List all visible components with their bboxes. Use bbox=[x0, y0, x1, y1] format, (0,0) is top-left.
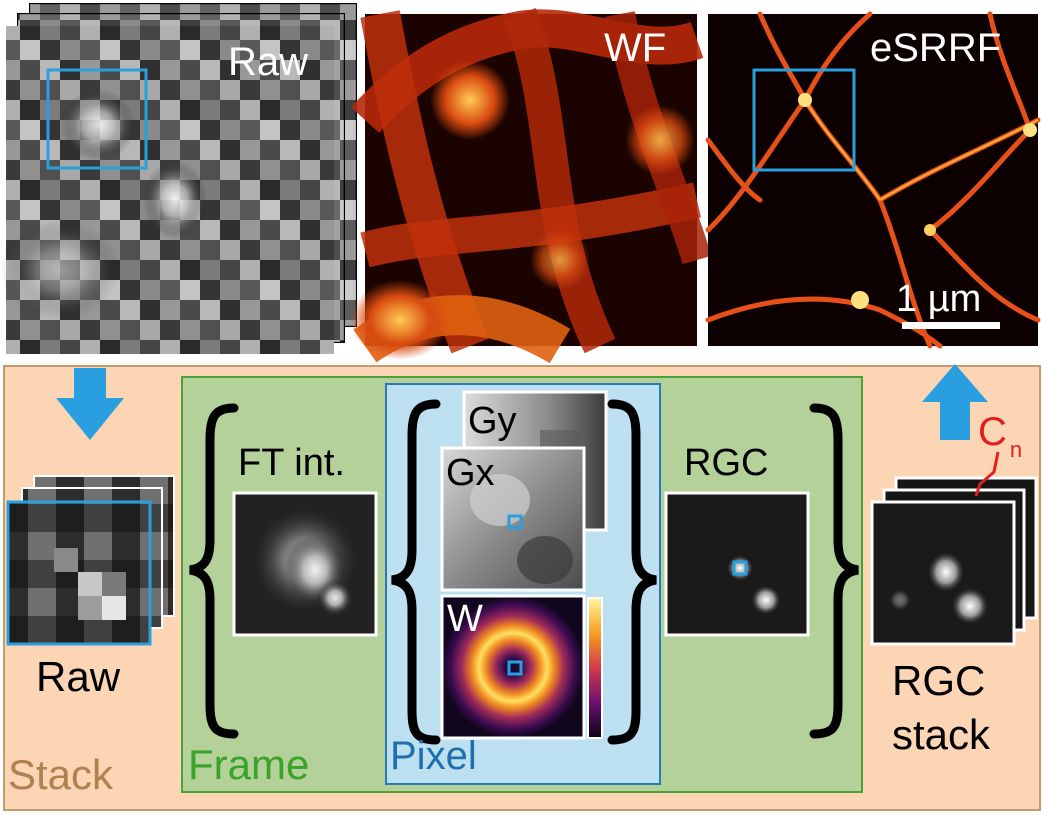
pixel-left-brace bbox=[391, 399, 441, 745]
w-image bbox=[440, 594, 603, 740]
rgc-pixel-marker bbox=[732, 560, 748, 576]
esrrf-image bbox=[705, 11, 1041, 349]
stack-label: Stack bbox=[8, 751, 114, 798]
raw-stack-label: Raw bbox=[36, 653, 121, 700]
w-colorbar bbox=[587, 597, 603, 739]
rgc-stack bbox=[870, 451, 1038, 646]
up-arrow-icon bbox=[922, 364, 988, 440]
w-label: W bbox=[447, 598, 483, 640]
pixel-label: Pixel bbox=[390, 734, 477, 778]
scale-bar-label: 1 µm bbox=[896, 278, 982, 320]
esrrf-zoom-box bbox=[752, 68, 856, 172]
pixel-right-brace bbox=[607, 399, 657, 745]
rgc-stack-label-line1: RGC bbox=[892, 657, 986, 704]
ft-int-image bbox=[232, 491, 378, 637]
raw-small-stack bbox=[6, 475, 175, 646]
rgc-stack-label-line2: stack bbox=[892, 711, 991, 758]
wf-image bbox=[350, 8, 712, 364]
ft-int-label: FT int. bbox=[238, 442, 345, 484]
gx-label: Gx bbox=[446, 452, 495, 494]
down-arrow-icon bbox=[56, 368, 124, 440]
rgc-label: RGC bbox=[684, 442, 769, 484]
frame-label: Frame bbox=[188, 741, 310, 788]
gx-pixel-marker bbox=[507, 514, 523, 530]
rgc-image bbox=[664, 491, 810, 637]
raw-image-stack bbox=[0, 3, 357, 354]
cn-subscript: n bbox=[1009, 437, 1023, 462]
raw-label: Raw bbox=[228, 40, 309, 84]
gy-label: Gy bbox=[468, 400, 517, 442]
esrrf-label: eSRRF bbox=[870, 26, 1002, 70]
frame-left-brace bbox=[189, 403, 239, 739]
cn-pointer-line bbox=[974, 451, 1000, 497]
scale-bar bbox=[902, 322, 1000, 329]
gx-image bbox=[440, 446, 586, 592]
cn-letter: C bbox=[978, 410, 1007, 454]
w-pixel-marker bbox=[507, 660, 523, 676]
frame-right-brace bbox=[809, 403, 859, 739]
raw-zoom-box bbox=[46, 68, 148, 170]
wf-label: WF bbox=[604, 26, 667, 70]
